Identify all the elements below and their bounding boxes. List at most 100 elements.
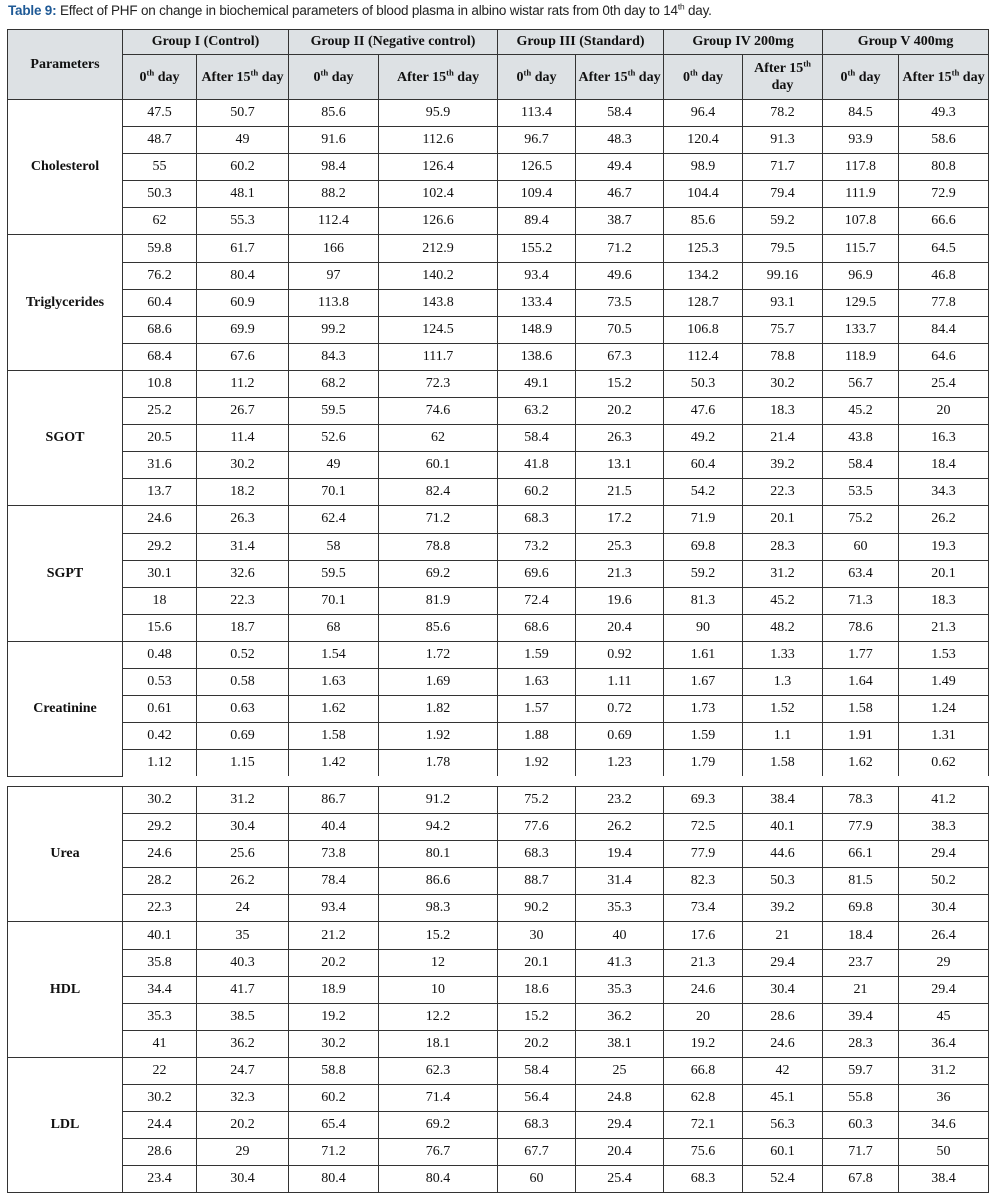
table-cell: 58: [288, 532, 380, 561]
table-cell: 20: [898, 397, 990, 426]
table-cell: 22: [122, 1056, 197, 1086]
table-row: 28.2 26.2 78.4 86.6 88.7 31.4 82.3 50.3 81.5 50.2: [8, 867, 989, 896]
table-cell: 124.5: [378, 315, 499, 344]
table-cell: 1.57: [497, 695, 577, 724]
table-cell: 84.3: [288, 342, 380, 371]
table-cell: 70.1: [288, 586, 380, 615]
table-cell: 55: [122, 153, 197, 182]
table-cell: 117.8: [822, 153, 900, 182]
table-cell: 20.4: [575, 1138, 664, 1167]
table-row: 41 36.2 30.2 18.1 20.2 38.1 19.2 24.6 28.3 36.4: [8, 1029, 989, 1058]
table-cell: 1.91: [822, 722, 900, 751]
table-cell: 22.3: [122, 894, 197, 923]
table-cell: 18.7: [195, 613, 290, 642]
table-cell: 166: [288, 234, 380, 263]
table-row: 50.3 48.1 88.2 102.4 109.4 46.7 104.4 79.4 111.9…: [8, 180, 990, 209]
table-cell: 10.8: [122, 369, 197, 399]
table-cell: 68: [288, 613, 380, 642]
table-cell: 10: [378, 975, 498, 1004]
table-cell: 63.2: [497, 397, 577, 426]
header-subcol: After 15th day: [575, 54, 665, 100]
table-cell: 133.4: [497, 288, 577, 317]
table-cell: 71.7: [742, 153, 824, 182]
table-cell: 26.2: [898, 505, 990, 534]
table-cell: 26.2: [196, 867, 289, 896]
table-cell: 98.3: [378, 894, 498, 923]
table-cell: 20.4: [575, 613, 665, 642]
table-cell: 60.2: [195, 153, 290, 182]
table-cell: 20.2: [497, 1029, 576, 1058]
table-cell: 46.8: [898, 261, 990, 290]
table-cell: 113.8: [288, 288, 380, 317]
table-cell: 95.9: [378, 98, 499, 128]
table-cell: 0.42: [122, 722, 197, 751]
table-cell: 82.3: [663, 867, 743, 896]
table-cell: 20.1: [898, 559, 990, 588]
table-cell: 26.3: [575, 424, 665, 453]
table-cell: 0.53: [122, 667, 197, 697]
table-cell: 25.3: [575, 532, 665, 561]
table-cell: 16.3: [898, 424, 990, 453]
table-cell: 48.2: [742, 613, 824, 642]
table-cell: 11.4: [195, 424, 290, 453]
caption-text-end: day.: [684, 3, 712, 18]
table-cell: 49.1: [497, 369, 577, 399]
table-cell: 1.54: [288, 640, 380, 669]
table-cell: 41.3: [575, 948, 664, 977]
table-cell: 88.2: [288, 180, 380, 209]
table-cell: 56.4: [497, 1084, 576, 1113]
table-cell: 73.5: [575, 288, 665, 317]
table-cell: 36.2: [575, 1002, 664, 1031]
table-cell: 76.2: [122, 261, 197, 290]
parameter-name: HDL: [7, 921, 123, 1058]
table-cell: 12.2: [378, 1002, 498, 1031]
table-cell: 73.4: [663, 894, 743, 923]
table-cell: 1.62: [288, 695, 380, 724]
table-cell: 59.5: [288, 559, 380, 588]
subcol-base: 0: [683, 69, 690, 85]
table-cell: 18.4: [822, 921, 899, 950]
table-cell: 35.3: [575, 975, 664, 1004]
table-cell: 99.16: [742, 261, 824, 290]
table-cell: 77.9: [663, 840, 743, 869]
table-cell: 125.3: [663, 234, 744, 263]
table-cell: 0.61: [122, 695, 197, 724]
header-subcol: 0th day: [288, 54, 380, 100]
table-cell: 60.2: [288, 1084, 379, 1113]
subcol-sup: th: [523, 66, 532, 77]
table-cell: 1.88: [497, 722, 577, 751]
header-subcol: After 15th day: [898, 54, 990, 100]
table-cell: 75.6: [663, 1138, 743, 1167]
table-cell: 31.6: [122, 451, 197, 480]
subcol-rest: day: [328, 69, 354, 85]
header-subcol: 0th day: [663, 54, 744, 100]
table-cell: 50.3: [742, 867, 823, 896]
table-cell: 96.9: [822, 261, 900, 290]
table-cell: 21.3: [663, 948, 743, 977]
table-cell: 35.3: [575, 894, 664, 923]
table-cell: 46.7: [575, 180, 665, 209]
table-cell: 155.2: [497, 234, 577, 263]
table-cell: 1.23: [575, 749, 665, 777]
table-cell: 71.2: [575, 234, 665, 263]
table-cell: 71.9: [663, 505, 744, 534]
table-cell: 1.82: [378, 695, 499, 724]
table-cell: 56.3: [742, 1111, 823, 1140]
header-row-days: 0th day After 15th day 0th day After 15th d…: [8, 54, 990, 100]
table-cell: 102.4: [378, 180, 499, 209]
table-row: 13.7 18.2 70.1 82.4 60.2 21.5 54.2 22.3 53.5 34.3: [8, 478, 990, 507]
table-cell: 50.3: [122, 180, 197, 209]
table-cell: 1.62: [822, 749, 900, 777]
table-cell: 69.9: [195, 315, 290, 344]
subcol-base: 0: [840, 69, 848, 85]
header-subcol: After 15th day: [378, 54, 499, 100]
table-cell: 25: [575, 1056, 664, 1086]
table-cell: 45.2: [822, 397, 900, 426]
table-cell: 19.2: [288, 1002, 379, 1031]
subcol-sup: th: [320, 66, 329, 77]
table-cell: 71.2: [378, 505, 499, 534]
parameter-name: SGOT: [7, 369, 123, 507]
table-cell: 29.4: [898, 975, 989, 1004]
table-cell: 91.3: [742, 126, 824, 155]
subcol-base: After 15: [201, 69, 251, 85]
